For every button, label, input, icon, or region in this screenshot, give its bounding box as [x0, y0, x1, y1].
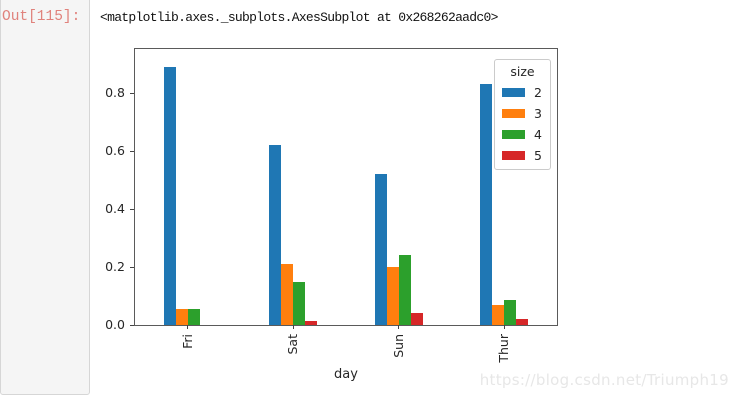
- bar-Sun-size-2: [374, 174, 387, 325]
- legend-swatch: [502, 130, 525, 139]
- axes-repr-text: <matplotlib.axes._subplots.AxesSubplot a…: [100, 10, 498, 25]
- legend-label: 5: [534, 148, 542, 163]
- bar-Fri-size-2: [163, 66, 176, 325]
- y-tick-mark: [130, 324, 134, 326]
- legend: size 2 3 4 5: [494, 59, 551, 170]
- bar-Sun-size-3: [386, 267, 399, 325]
- bar-Fri-size-3: [175, 309, 188, 325]
- bar-Fri-size-4: [187, 309, 200, 325]
- legend-item: 3: [502, 106, 543, 121]
- bar-Thur-size-3: [492, 304, 505, 325]
- x-tick-label: Sat: [285, 334, 301, 355]
- x-tick-label: Thur: [496, 334, 512, 363]
- x-tick-mark: [398, 325, 400, 329]
- x-tick-label: Sun: [390, 334, 406, 358]
- x-axis-label: day: [334, 367, 358, 382]
- y-tick-label: 0.4: [105, 201, 125, 216]
- bar-Sun-size-4: [398, 255, 411, 325]
- bar-Sat-size-2: [269, 145, 282, 325]
- out-prompt-column: [0, 0, 90, 395]
- x-tick-label: Fri: [179, 334, 195, 349]
- y-tick-label: 0.2: [105, 259, 125, 274]
- y-tick-label: 0.6: [105, 143, 125, 158]
- legend-label: 2: [534, 85, 542, 100]
- out-prompt-label: Out[115]:: [2, 9, 81, 25]
- x-tick-mark: [292, 325, 294, 329]
- x-tick-mark: [503, 325, 505, 329]
- y-tick-mark: [130, 208, 134, 210]
- legend-item: 5: [502, 148, 543, 163]
- bar-Sat-size-3: [281, 264, 294, 325]
- legend-label: 4: [534, 127, 542, 142]
- y-tick-label: 0.0: [105, 317, 125, 332]
- plot-area: 0.0 0.2 0.4 0.6 0.8 Fri Sat Sun Thur day size 2…: [105, 48, 558, 382]
- bar-Sat-size-4: [293, 281, 306, 325]
- y-tick-mark: [130, 266, 134, 268]
- legend-items: 2 3 4 5: [502, 85, 543, 163]
- legend-swatch: [502, 109, 525, 118]
- bar-Thur-size-5: [516, 319, 529, 325]
- bar-Thur-size-4: [504, 300, 517, 325]
- y-tick-mark: [130, 92, 134, 94]
- legend-label: 3: [534, 106, 542, 121]
- legend-item: 2: [502, 85, 543, 100]
- bar-Sun-size-5: [410, 313, 423, 325]
- legend-title: size: [510, 64, 535, 79]
- watermark-text: https://blog.csdn.net/Triumph19: [479, 371, 729, 389]
- bar-Thur-size-2: [480, 84, 493, 325]
- legend-swatch: [502, 88, 525, 97]
- legend-swatch: [502, 151, 525, 160]
- y-tick-mark: [130, 150, 134, 152]
- bar-Sat-size-5: [305, 320, 318, 325]
- legend-item: 4: [502, 127, 543, 142]
- y-tick-label: 0.8: [105, 85, 125, 100]
- x-tick-mark: [187, 325, 189, 329]
